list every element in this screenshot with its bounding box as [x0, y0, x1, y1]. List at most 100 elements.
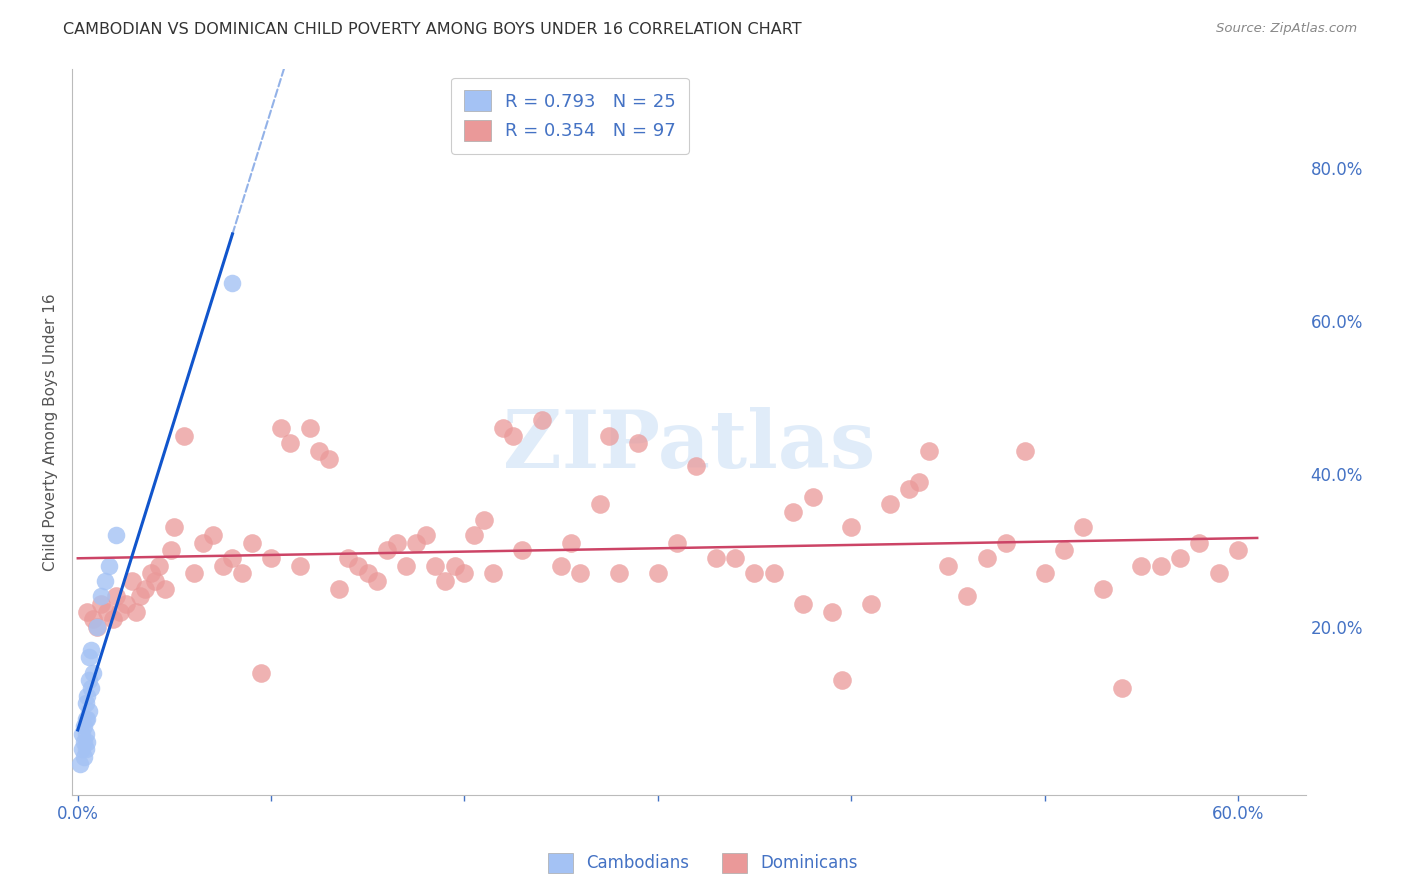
Point	[143, 574, 166, 588]
Point	[101, 612, 124, 626]
Point	[347, 558, 370, 573]
Point	[502, 428, 524, 442]
Point	[221, 276, 243, 290]
Point	[75, 727, 97, 741]
Point	[472, 513, 495, 527]
Point	[128, 589, 150, 603]
Point	[240, 535, 263, 549]
Point	[560, 535, 582, 549]
Point	[153, 582, 176, 596]
Point	[70, 727, 93, 741]
Point	[685, 459, 707, 474]
Point	[395, 558, 418, 573]
Point	[75, 712, 97, 726]
Point	[72, 719, 94, 733]
Point	[821, 605, 844, 619]
Point	[115, 597, 138, 611]
Point	[328, 582, 350, 596]
Text: ZIPatlas: ZIPatlas	[502, 408, 875, 485]
Point	[121, 574, 143, 588]
Point	[898, 482, 921, 496]
Point	[434, 574, 457, 588]
Point	[75, 696, 97, 710]
Point	[1071, 520, 1094, 534]
Point	[183, 566, 205, 581]
Point	[1091, 582, 1114, 596]
Point	[453, 566, 475, 581]
Point	[79, 650, 101, 665]
Point	[125, 605, 148, 619]
Point	[704, 551, 727, 566]
Point	[405, 535, 427, 549]
Point	[782, 505, 804, 519]
Point	[627, 436, 650, 450]
Y-axis label: Child Poverty Among Boys Under 16: Child Poverty Among Boys Under 16	[44, 293, 58, 571]
Point	[69, 757, 91, 772]
Point	[76, 605, 98, 619]
Point	[425, 558, 447, 573]
Point	[79, 704, 101, 718]
Point	[589, 498, 612, 512]
Point	[90, 597, 112, 611]
Point	[1168, 551, 1191, 566]
Point	[148, 558, 170, 573]
Point	[288, 558, 311, 573]
Point	[1111, 681, 1133, 695]
Point	[492, 421, 515, 435]
Legend: R = 0.793   N = 25, R = 0.354   N = 97: R = 0.793 N = 25, R = 0.354 N = 97	[451, 78, 689, 153]
Point	[72, 734, 94, 748]
Point	[1226, 543, 1249, 558]
Point	[976, 551, 998, 566]
Point	[1033, 566, 1056, 581]
Point	[221, 551, 243, 566]
Point	[375, 543, 398, 558]
Point	[839, 520, 862, 534]
Point	[80, 642, 103, 657]
Point	[318, 451, 340, 466]
Point	[110, 605, 132, 619]
Point	[159, 543, 181, 558]
Point	[366, 574, 388, 588]
Point	[86, 620, 108, 634]
Point	[1130, 558, 1153, 573]
Point	[80, 681, 103, 695]
Point	[211, 558, 233, 573]
Point	[994, 535, 1017, 549]
Point	[308, 444, 330, 458]
Point	[1149, 558, 1171, 573]
Point	[530, 413, 553, 427]
Point	[105, 528, 128, 542]
Point	[202, 528, 225, 542]
Point	[337, 551, 360, 566]
Point	[936, 558, 959, 573]
Point	[72, 749, 94, 764]
Point	[550, 558, 572, 573]
Point	[105, 589, 128, 603]
Point	[831, 673, 853, 688]
Point	[859, 597, 882, 611]
Point	[482, 566, 505, 581]
Text: Source: ZipAtlas.com: Source: ZipAtlas.com	[1216, 22, 1357, 36]
Point	[231, 566, 253, 581]
Point	[76, 712, 98, 726]
Text: CAMBODIAN VS DOMINICAN CHILD POVERTY AMONG BOYS UNDER 16 CORRELATION CHART: CAMBODIAN VS DOMINICAN CHILD POVERTY AMO…	[63, 22, 801, 37]
Point	[173, 428, 195, 442]
Point	[97, 558, 120, 573]
Point	[443, 558, 465, 573]
Point	[94, 574, 117, 588]
Point	[75, 742, 97, 756]
Point	[956, 589, 979, 603]
Point	[270, 421, 292, 435]
Point	[647, 566, 669, 581]
Point	[76, 734, 98, 748]
Point	[70, 742, 93, 756]
Point	[260, 551, 283, 566]
Point	[82, 665, 104, 680]
Point	[163, 520, 186, 534]
Point	[569, 566, 592, 581]
Point	[512, 543, 534, 558]
Point	[280, 436, 302, 450]
Point	[141, 566, 163, 581]
Point	[1208, 566, 1230, 581]
Point	[917, 444, 939, 458]
